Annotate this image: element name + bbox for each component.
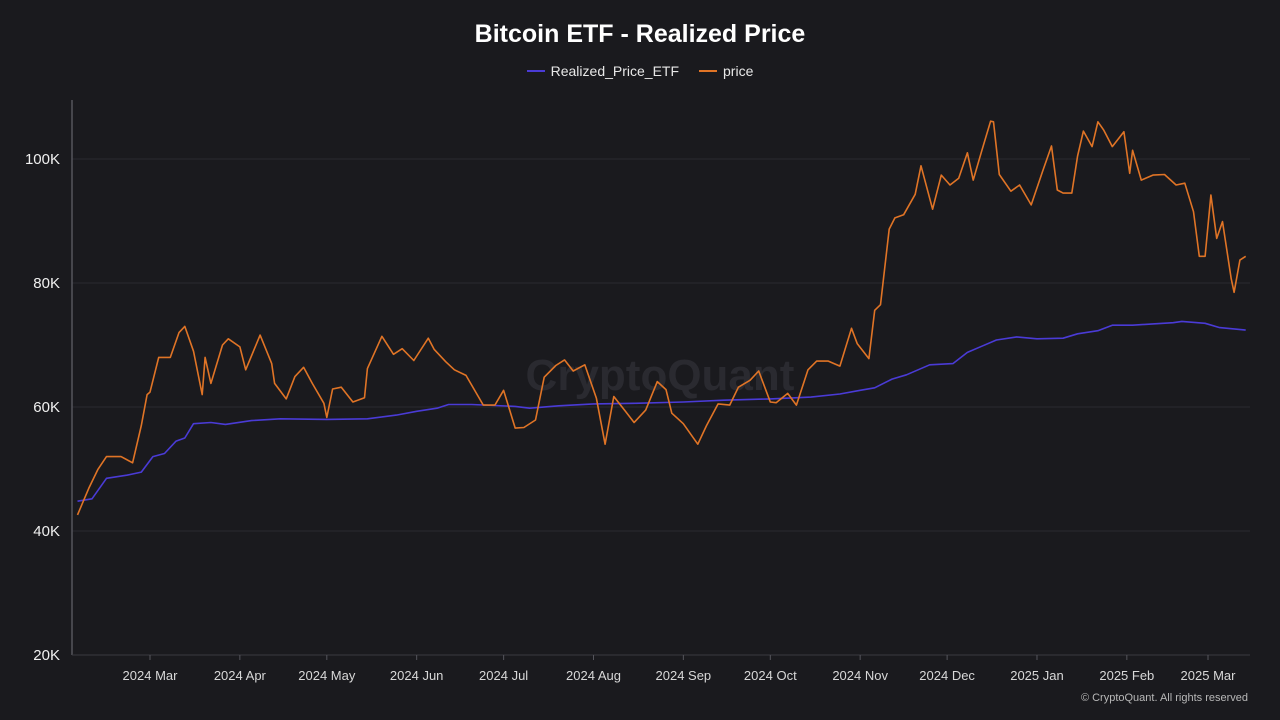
x-tick-label: 2024 Dec (919, 668, 975, 683)
legend: Realized_Price_ETF price (0, 63, 1280, 79)
x-tick-label: 2024 Mar (123, 668, 179, 683)
legend-swatch-price (699, 70, 718, 72)
x-tick-label: 2024 Apr (214, 668, 267, 683)
watermark: CryptoQuant (526, 351, 795, 400)
x-tick-label: 2024 Oct (744, 668, 797, 683)
y-tick-label: 80K (33, 275, 60, 292)
x-tick-label: 2024 Sep (656, 668, 712, 683)
y-tick-label: 20K (33, 647, 60, 664)
y-tick-label: 100K (25, 151, 60, 168)
x-tick-label: 2024 Nov (832, 668, 888, 683)
x-tick-label: 2025 Jan (1010, 668, 1064, 683)
y-tick-label: 40K (33, 523, 60, 540)
x-tick-label: 2024 Jul (479, 668, 528, 683)
copyright-text: © CryptoQuant. All rights reserved (1080, 692, 1248, 704)
legend-swatch-realized (526, 70, 545, 72)
series-line-price (76, 120, 1247, 516)
legend-item-price[interactable]: price (699, 63, 753, 79)
chart-title: Bitcoin ETF - Realized Price (474, 20, 806, 48)
x-tick-label: 2024 May (298, 668, 356, 683)
x-tick-label: 2024 Aug (566, 668, 621, 683)
legend-label-price: price (723, 63, 754, 79)
x-tick-label: 2025 Feb (1099, 668, 1154, 683)
legend-label-realized: Realized_Price_ETF (550, 63, 680, 79)
series-line-realized-price-etf (77, 320, 1246, 502)
x-tick-label: 2024 Jun (390, 668, 444, 683)
legend-item-realized-price-etf[interactable]: Realized_Price_ETF (526, 63, 680, 79)
y-tick-label: 60K (33, 399, 60, 416)
x-tick-label: 2025 Mar (1181, 668, 1237, 683)
